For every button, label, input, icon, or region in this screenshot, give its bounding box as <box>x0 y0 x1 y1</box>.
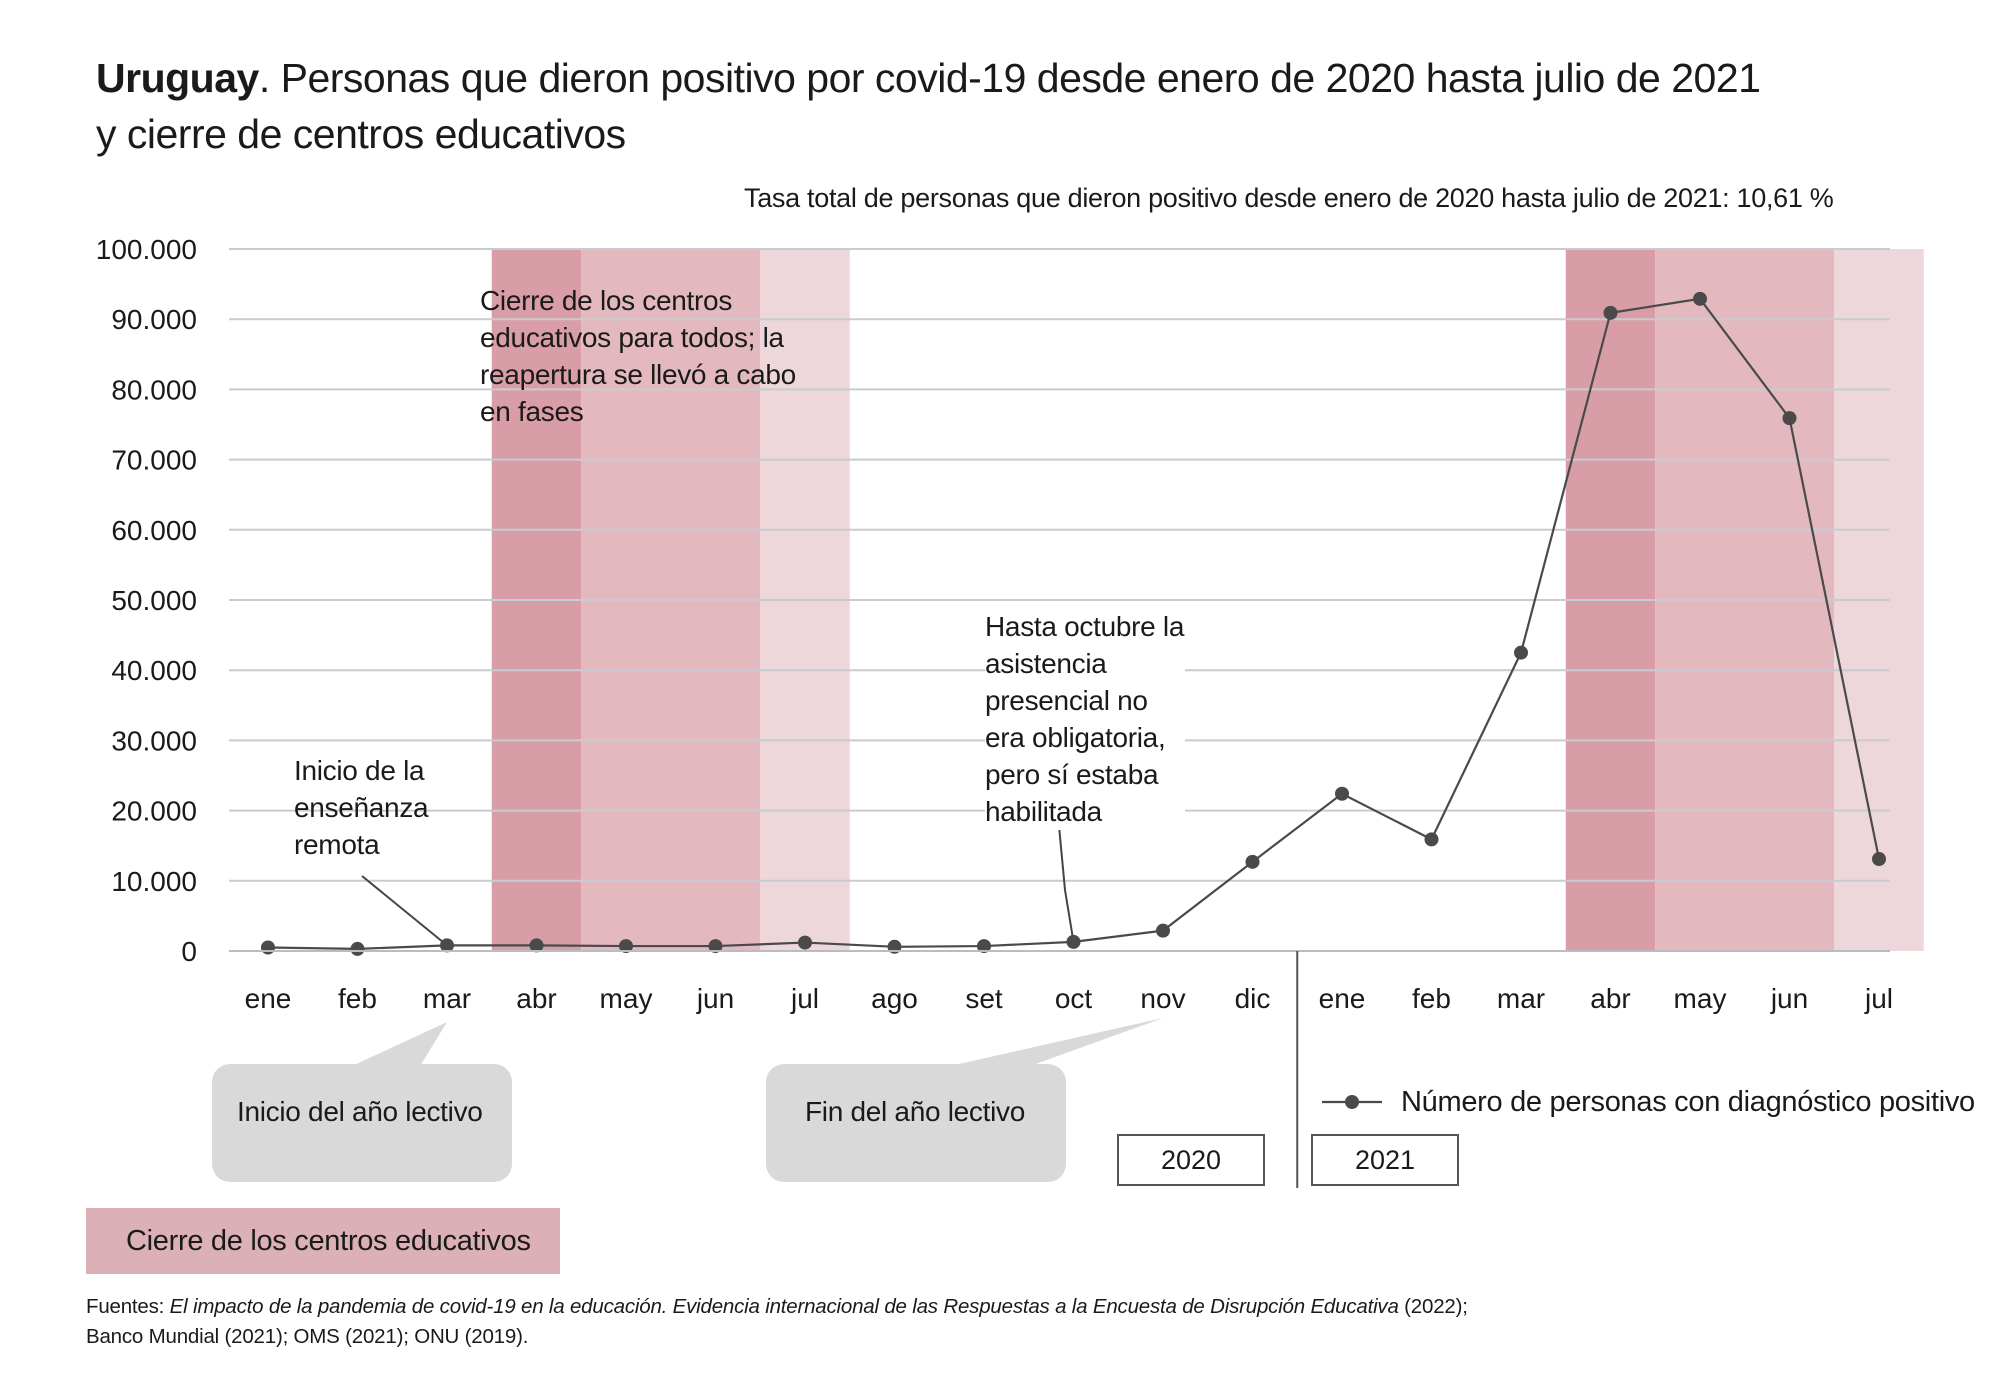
x-tick-label: mar <box>423 983 471 1014</box>
title-country: Uruguay <box>96 55 259 101</box>
annotation-october: Hasta octubre la asistencia presencial n… <box>985 608 1185 830</box>
data-point <box>1514 645 1528 660</box>
data-point <box>261 940 275 955</box>
data-point <box>1424 832 1439 847</box>
data-point <box>1066 934 1081 949</box>
x-tick-label: may <box>1674 983 1727 1014</box>
x-tick-label: jun <box>696 983 734 1014</box>
year-label-2021: 2021 <box>1311 1134 1459 1186</box>
callout-bubble-start <box>212 1022 512 1182</box>
data-point <box>1782 411 1797 426</box>
data-point <box>708 939 723 954</box>
x-tick-label: feb <box>338 983 377 1014</box>
y-tick-label: 80.000 <box>111 374 197 405</box>
legend-closure: Cierre de los centros educativos <box>86 1208 560 1274</box>
x-tick-label: dic <box>1235 983 1271 1014</box>
y-tick-label: 60.000 <box>111 515 197 546</box>
data-point <box>977 939 991 954</box>
leader-remote <box>361 875 448 947</box>
data-point <box>1603 305 1618 320</box>
data-point <box>619 939 633 954</box>
y-tick-label: 0 <box>181 936 197 967</box>
data-point <box>1872 852 1886 867</box>
x-tick-label: may <box>600 983 653 1014</box>
callout-bubble-end-box <box>766 1064 1066 1182</box>
chart-title: Uruguay. Personas que dieron positivo po… <box>96 50 1896 162</box>
x-tick-label: mar <box>1497 983 1545 1014</box>
legend-point-sample <box>1345 1095 1359 1109</box>
x-tick-label: abr <box>1590 983 1630 1014</box>
chart-decor <box>212 950 1890 1188</box>
y-tick-label: 20.000 <box>111 796 197 827</box>
callout-start-school-year: Inicio del año lectivo <box>237 1096 483 1127</box>
annotation-remote: Inicio de la enseñanza remota <box>294 755 429 860</box>
footer-publication: El impacto de la pandemia de covid-19 en… <box>169 1295 1399 1318</box>
title-main: . Personas que dieron positivo por covid… <box>258 55 1761 101</box>
x-tick-label: jun <box>1770 983 1808 1014</box>
data-point <box>1245 854 1260 869</box>
data-point <box>529 938 544 953</box>
x-tick-label: feb <box>1412 983 1451 1014</box>
x-tick-label: nov <box>1140 983 1185 1014</box>
data-point <box>1335 786 1349 801</box>
y-tick-label: 10.000 <box>111 866 197 897</box>
x-tick-label: set <box>965 983 1003 1014</box>
data-point <box>350 941 365 956</box>
callout-bubble-start-box <box>212 1064 512 1182</box>
legend-line-label: Número de personas con diagnóstico posit… <box>1401 1086 1975 1118</box>
y-tick-label: 70.000 <box>111 445 197 476</box>
callout-end-school-year: Fin del año lectivo <box>805 1096 1025 1127</box>
chart-subtitle: Tasa total de personas que dieron positi… <box>744 183 1834 213</box>
footer-year: (2022); <box>1398 1295 1468 1318</box>
callout-bubble-end <box>766 1018 1163 1182</box>
x-tick-label: oct <box>1055 983 1093 1014</box>
legend-closure-label: Cierre de los centros educativos <box>126 1224 531 1257</box>
y-tick-label: 90.000 <box>111 304 197 335</box>
x-tick-label: abr <box>516 983 556 1014</box>
y-tick-label: 30.000 <box>111 725 197 756</box>
leader-october <box>1058 825 1075 943</box>
annotation-closure: Cierre de los centros educativos para to… <box>480 285 796 427</box>
legend-line-marker <box>1322 1095 1382 1109</box>
y-tick-label: 50.000 <box>111 585 197 616</box>
x-tick-label: jul <box>790 983 819 1014</box>
callout-bubble-end-pointer <box>950 1018 1163 1066</box>
x-tick-label: jul <box>1864 983 1893 1014</box>
data-point <box>1156 923 1170 938</box>
x-tick-label: ago <box>871 983 918 1014</box>
footer-prefix: Fuentes: <box>86 1295 170 1318</box>
series-points <box>261 291 1886 956</box>
data-point <box>440 938 454 953</box>
x-axis-ticks: ene feb mar abr may jun jul ago set oct nov dic ene f… <box>245 983 1893 1014</box>
x-tick-label: ene <box>245 983 292 1014</box>
footer-sources: Fuentes: El impacto de la pandemia de co… <box>86 1292 1468 1352</box>
annotation-leaders <box>361 825 1075 947</box>
data-point <box>1693 291 1707 306</box>
x-tick-label: ene <box>1319 983 1366 1014</box>
footer-other-sources: Banco Mundial (2021); OMS (2021); ONU (2… <box>86 1325 529 1348</box>
y-axis-ticks: 0 10.000 20.000 30.000 40.000 50.000 60.000 70.… <box>96 234 197 967</box>
y-tick-label: 100.000 <box>96 234 197 265</box>
y-tick-label: 40.000 <box>111 655 197 686</box>
callout-bubble-start-pointer <box>352 1022 447 1066</box>
year-label-2020: 2020 <box>1117 1134 1265 1186</box>
data-point <box>798 935 812 950</box>
title-line2: y cierre de centros educativos <box>96 111 626 157</box>
